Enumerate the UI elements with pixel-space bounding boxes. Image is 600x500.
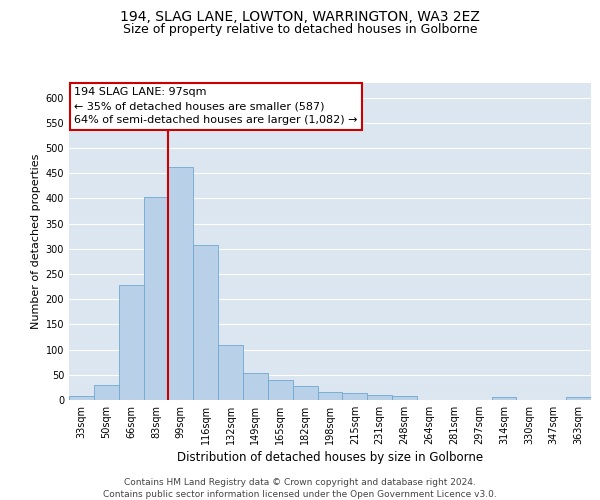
Text: 194 SLAG LANE: 97sqm
← 35% of detached houses are smaller (587)
64% of semi-deta: 194 SLAG LANE: 97sqm ← 35% of detached h… bbox=[74, 88, 358, 126]
Bar bbox=[491, 398, 517, 400]
Bar bbox=[367, 395, 392, 400]
Bar bbox=[268, 380, 293, 400]
Text: Contains HM Land Registry data © Crown copyright and database right 2024.
Contai: Contains HM Land Registry data © Crown c… bbox=[103, 478, 497, 499]
Bar bbox=[143, 197, 169, 400]
Bar bbox=[169, 166, 193, 400]
Text: 194, SLAG LANE, LOWTON, WARRINGTON, WA3 2EZ: 194, SLAG LANE, LOWTON, WARRINGTON, WA3 … bbox=[120, 10, 480, 24]
Bar bbox=[566, 398, 591, 400]
Text: Size of property relative to detached houses in Golborne: Size of property relative to detached ho… bbox=[123, 22, 477, 36]
X-axis label: Distribution of detached houses by size in Golborne: Distribution of detached houses by size … bbox=[177, 451, 483, 464]
Bar bbox=[119, 285, 143, 400]
Bar bbox=[243, 373, 268, 400]
Bar bbox=[293, 386, 317, 400]
Bar bbox=[317, 392, 343, 400]
Bar bbox=[343, 394, 367, 400]
Bar bbox=[69, 396, 94, 400]
Bar bbox=[392, 396, 417, 400]
Bar bbox=[218, 344, 243, 400]
Y-axis label: Number of detached properties: Number of detached properties bbox=[31, 154, 41, 329]
Bar bbox=[193, 246, 218, 400]
Bar bbox=[94, 385, 119, 400]
